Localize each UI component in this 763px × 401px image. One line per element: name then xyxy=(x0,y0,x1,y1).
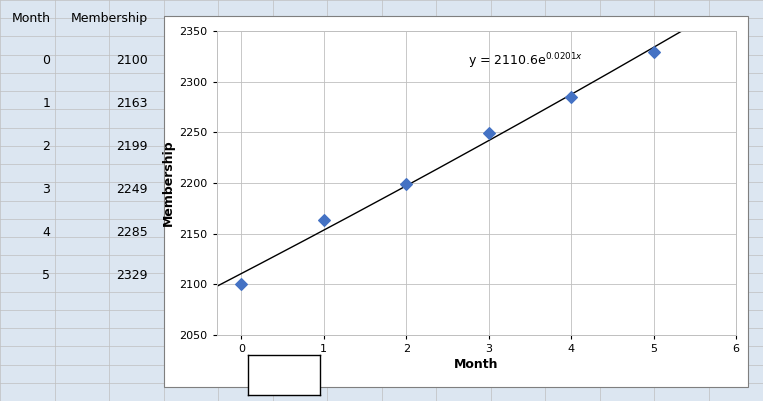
Text: 5: 5 xyxy=(43,269,50,282)
Text: 2199: 2199 xyxy=(116,140,148,153)
Text: 2329: 2329 xyxy=(116,269,148,282)
Text: 1: 1 xyxy=(43,97,50,110)
Point xyxy=(317,217,330,224)
Text: Month: Month xyxy=(11,12,50,24)
Text: 2100: 2100 xyxy=(116,55,148,67)
Text: 2: 2 xyxy=(43,140,50,153)
Point xyxy=(482,130,494,136)
Point xyxy=(235,281,247,288)
Text: 4: 4 xyxy=(43,226,50,239)
Text: 3: 3 xyxy=(43,183,50,196)
Text: y = 2110.6e$^{0.0201x}$: y = 2110.6e$^{0.0201x}$ xyxy=(468,52,583,71)
Text: 0: 0 xyxy=(43,55,50,67)
Text: 2163: 2163 xyxy=(116,97,148,110)
Text: Membership: Membership xyxy=(71,12,148,24)
Point xyxy=(565,93,578,100)
Point xyxy=(400,181,412,187)
Text: 2285: 2285 xyxy=(116,226,148,239)
Text: 2249: 2249 xyxy=(116,183,148,196)
Y-axis label: Membership: Membership xyxy=(162,140,175,226)
Point xyxy=(648,49,660,55)
X-axis label: Month: Month xyxy=(454,358,498,371)
